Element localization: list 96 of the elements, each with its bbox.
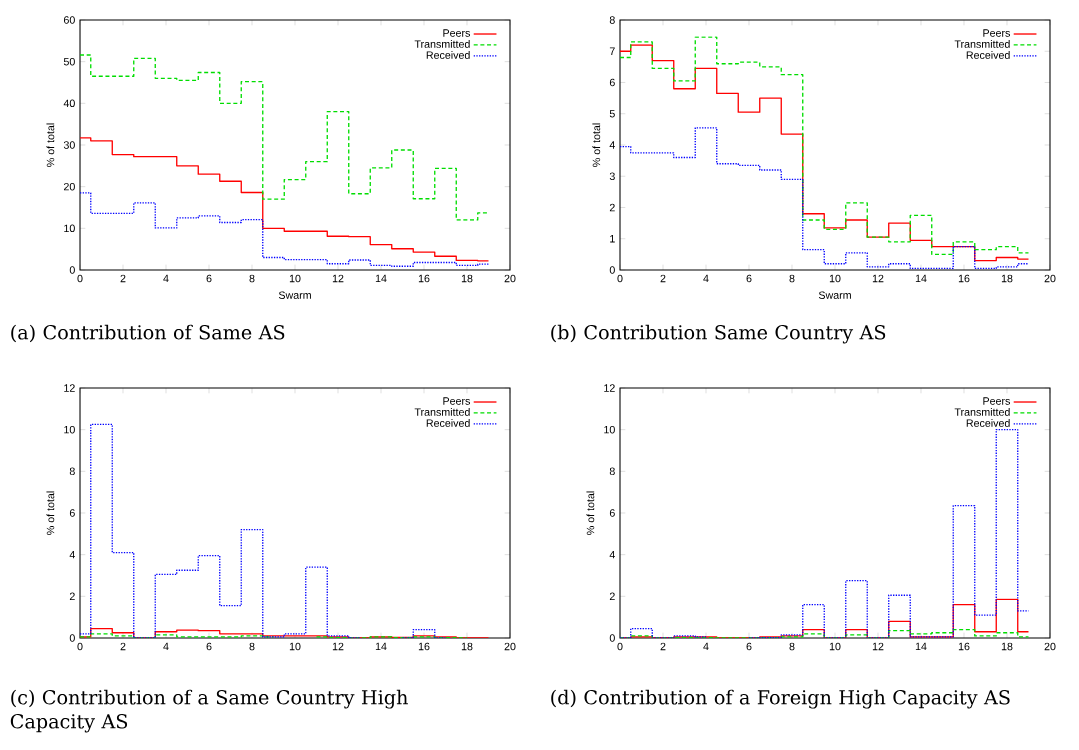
x-tick-label: 18 <box>461 642 473 651</box>
x-tick-label: 6 <box>746 274 752 283</box>
legend-label: Transmitted <box>954 408 1010 416</box>
y-tick-label: 4 <box>609 141 615 149</box>
y-tick-label: 0 <box>609 634 615 642</box>
x-tick-label: 16 <box>958 642 970 651</box>
text: (b) Contribution Same Country AS <box>551 324 886 344</box>
x-tick-label: 14 <box>915 274 927 283</box>
y-tick-label: 60 <box>63 16 75 24</box>
y-tick-label: 2 <box>69 592 75 601</box>
x-tick-label: 0 <box>77 642 83 651</box>
x-tick-label: 2 <box>660 642 666 651</box>
x-tick-label: 2 <box>120 274 126 283</box>
y-tick-label: 12 <box>64 384 75 392</box>
x-tick-label: 12 <box>872 274 884 283</box>
x-tick-label: 10 <box>289 274 301 283</box>
legend-label: Received <box>426 51 470 59</box>
y-tick-label: 7 <box>609 47 615 55</box>
y-tick-label: 5 <box>609 110 615 118</box>
y-axis-title: % of total <box>586 491 595 535</box>
y-tick-label: 30 <box>63 141 75 149</box>
x-tick-label: 20 <box>504 642 516 651</box>
y-tick-label: 10 <box>604 425 615 434</box>
legend-label: Peers <box>983 29 1010 37</box>
y-tick-label: 6 <box>609 509 615 517</box>
legend-label: Peers <box>983 397 1010 405</box>
x-tick-label: 20 <box>1044 274 1056 283</box>
y-tick-label: 4 <box>69 550 75 559</box>
x-tick-label: 8 <box>789 274 795 283</box>
y-tick-label: 12 <box>604 384 615 392</box>
x-tick-label: 8 <box>789 642 795 651</box>
x-tick-label: 20 <box>1044 642 1056 651</box>
x-tick-label: 10 <box>289 642 301 651</box>
x-axis-title: Swarm <box>818 291 851 299</box>
x-tick-label: 18 <box>1001 642 1013 651</box>
x-tick-label: 6 <box>206 274 212 283</box>
x-tick-label: 12 <box>332 642 344 651</box>
x-tick-label: 2 <box>660 274 666 283</box>
y-axis-title: % of total <box>46 123 55 167</box>
y-tick-label: 2 <box>609 203 615 212</box>
x-tick-label: 12 <box>332 274 344 283</box>
y-tick-label: 40 <box>63 99 75 108</box>
y-tick-label: 10 <box>64 224 75 233</box>
y-tick-label: 4 <box>609 550 615 559</box>
x-tick-label: 10 <box>829 642 841 651</box>
y-tick-label: 50 <box>63 57 75 66</box>
y-tick-label: 1 <box>610 235 615 243</box>
legend-label: Transmitted <box>954 40 1010 48</box>
text: (a) Contribution of Same AS <box>11 324 285 343</box>
text: (c) Contribution of a Same Country High Capacity AS <box>10 689 408 733</box>
x-tick-label: 8 <box>249 274 255 283</box>
y-tick-label: 2 <box>609 592 615 601</box>
x-tick-label: 10 <box>829 274 841 283</box>
x-tick-label: 4 <box>703 274 709 283</box>
x-tick-label: 2 <box>120 642 126 651</box>
x-tick-label: 0 <box>617 642 623 651</box>
legend-label: Peers <box>443 397 470 405</box>
legend-label: Received <box>966 51 1010 59</box>
legend-label: Peers <box>443 29 470 37</box>
x-tick-label: 18 <box>461 274 473 283</box>
x-tick-label: 12 <box>872 642 884 651</box>
legend-label: Received <box>426 419 470 427</box>
x-tick-label: 14 <box>915 642 927 651</box>
y-tick-label: 8 <box>69 467 75 476</box>
x-tick-label: 0 <box>77 274 83 283</box>
x-tick-label: 6 <box>206 642 212 651</box>
y-tick-label: 3 <box>609 172 615 181</box>
x-tick-label: 14 <box>375 274 387 283</box>
x-tick-label: 16 <box>958 274 970 283</box>
y-tick-label: 0 <box>609 266 615 274</box>
x-axis-title: Swarm <box>278 291 311 299</box>
y-axis-title: % of total <box>46 491 55 535</box>
legend-label: Transmitted <box>414 40 470 48</box>
y-tick-label: 0 <box>69 634 75 642</box>
y-axis-title: % of total <box>592 123 601 167</box>
x-tick-label: 0 <box>617 274 623 283</box>
y-tick-label: 8 <box>609 467 615 476</box>
y-tick-label: 8 <box>609 16 615 24</box>
text: (d) Contribution of a Foreign High Capacity AS <box>551 689 1010 709</box>
x-tick-label: 4 <box>163 642 169 651</box>
x-tick-label: 14 <box>375 642 387 651</box>
x-tick-label: 4 <box>163 274 169 283</box>
legend-label: Received <box>966 419 1010 427</box>
x-tick-label: 4 <box>703 642 709 651</box>
y-tick-label: 0 <box>69 266 75 274</box>
x-tick-label: 20 <box>504 274 516 283</box>
y-tick-label: 10 <box>64 425 75 434</box>
y-tick-label: 6 <box>609 78 615 87</box>
x-tick-label: 6 <box>746 642 752 651</box>
x-tick-label: 8 <box>249 642 255 651</box>
x-tick-label: 18 <box>1001 274 1013 283</box>
legend-label: Transmitted <box>414 408 470 416</box>
y-tick-label: 20 <box>63 182 75 191</box>
y-tick-label: 6 <box>69 509 75 517</box>
x-tick-label: 16 <box>418 642 430 651</box>
x-tick-label: 16 <box>418 274 430 283</box>
